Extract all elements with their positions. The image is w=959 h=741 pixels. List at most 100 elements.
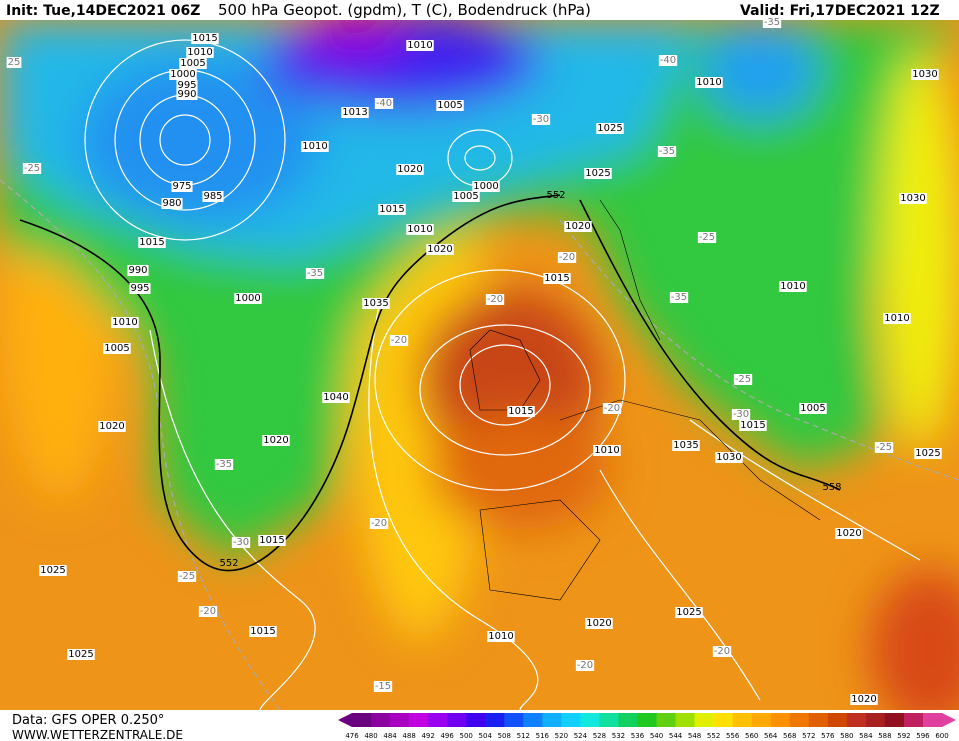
isobar-label-box [899, 193, 927, 204]
temperature-label: -15 [375, 681, 391, 692]
isobar-label: 980 [162, 198, 181, 209]
temperature-label-box [177, 571, 197, 582]
temperature-label-box [214, 459, 234, 470]
scale-label: 560 [745, 732, 758, 740]
isobar-label-box [67, 649, 95, 660]
scale-label: 540 [650, 732, 663, 740]
scale-swatch [371, 713, 391, 727]
scale-swatch [523, 713, 543, 727]
temperature-label: -35 [671, 292, 687, 303]
isobar-label: 1020 [427, 244, 452, 255]
isobar-label: 975 [172, 181, 191, 192]
scale-swatch [751, 713, 772, 727]
isobar-label: 1015 [259, 535, 284, 546]
scale-label: 576 [821, 732, 835, 740]
scale-swatch [447, 713, 467, 727]
scale-swatch [428, 713, 448, 727]
isobar-label-box [911, 69, 939, 80]
scale-swatch [713, 713, 734, 727]
isobar-label-box [593, 445, 621, 456]
isobar-label-box [127, 265, 149, 276]
isobar-label-box [507, 406, 535, 417]
scale-swatch [846, 713, 867, 727]
scale-label: 572 [802, 732, 815, 740]
isobar-label-box [406, 40, 434, 51]
scale-swatch [409, 713, 429, 727]
isobar-label-box [176, 80, 198, 91]
scale-label: 504 [479, 732, 493, 740]
isobar-label-box [739, 420, 767, 431]
temperature-label: -20 [559, 252, 575, 263]
isobar-label: 1025 [40, 565, 65, 576]
isobar-label: 1030 [900, 193, 925, 204]
isobar-label: 1020 [836, 528, 861, 539]
scale-swatch [903, 713, 924, 727]
isobar-label-box [779, 281, 807, 292]
isobar-label: 990 [128, 265, 147, 276]
scale-label: 488 [402, 732, 415, 740]
isobar-label-box [436, 100, 464, 111]
isobar-label: 1025 [585, 168, 610, 179]
temperature-label-box [305, 268, 325, 279]
scale-swatch [732, 713, 753, 727]
height-label: 558 [822, 482, 841, 493]
temperature-label-box [657, 146, 677, 157]
scale-swatch [542, 713, 562, 727]
isobar-label-box [695, 77, 723, 88]
isobar-label-box [161, 198, 183, 209]
scale-swatch [352, 713, 372, 727]
isobar-label: 1020 [397, 164, 422, 175]
temperature-label: -30 [733, 409, 749, 420]
scale-label: 516 [536, 732, 550, 740]
scale-swatch [618, 713, 638, 727]
isobar-label: 1015 [139, 237, 164, 248]
temperature-label-box [557, 252, 577, 263]
isobar-label: 1005 [453, 191, 478, 202]
isobar-label: 1025 [597, 123, 622, 134]
isobar-label-box [98, 421, 126, 432]
scale-label: 524 [574, 732, 588, 740]
scale-label: 596 [916, 732, 930, 740]
map [0, 20, 959, 710]
temperature-label-box [373, 681, 393, 692]
scale-label: 520 [555, 732, 568, 740]
height-label: 552 [546, 190, 565, 201]
isobar-label-box [186, 47, 214, 58]
scale-label: 556 [726, 732, 740, 740]
temperature-label: -30 [533, 114, 549, 125]
isobar-label-box [171, 181, 193, 192]
isobar-label: 1025 [676, 607, 701, 618]
temperature-label-box [531, 114, 551, 125]
temperature-label: -20 [391, 335, 407, 346]
scale-label: 580 [840, 732, 853, 740]
isobar-label: 1035 [363, 298, 388, 309]
scale-swatch [770, 713, 791, 727]
isobar-label: 1010 [488, 631, 513, 642]
isobar-label: 1020 [565, 221, 590, 232]
height-label: 552 [219, 558, 238, 569]
scale-label: 496 [440, 732, 454, 740]
isobar-label-box [585, 618, 613, 629]
scale-swatch [694, 713, 715, 727]
isobar-label: 1015 [250, 626, 275, 637]
isobar-label: 1010 [696, 77, 721, 88]
isobar-label: 1010 [302, 141, 327, 152]
isobar-label-box [396, 164, 424, 175]
scale-label: 476 [345, 732, 359, 740]
temperature-label-box [374, 98, 394, 109]
isobar-label: 1015 [508, 406, 533, 417]
scale-swatch [675, 713, 696, 727]
isobar-label-box [675, 607, 703, 618]
isobar-label: 1005 [104, 343, 129, 354]
isobar-label-box [596, 123, 624, 134]
temperature-label: -20 [604, 403, 620, 414]
temperature-label: -25 [876, 442, 892, 453]
init-time: Init: Tue,14DEC2021 06Z [6, 3, 200, 19]
isobar-label: 1015 [544, 273, 569, 284]
scale-swatch [656, 713, 677, 727]
valid-time: Valid: Fri,17DEC2021 12Z [740, 3, 940, 19]
scale-swatch [466, 713, 486, 727]
isobar-label-box [129, 283, 151, 294]
isobar-label: 1030 [716, 452, 741, 463]
temperature-label: -35 [659, 146, 675, 157]
